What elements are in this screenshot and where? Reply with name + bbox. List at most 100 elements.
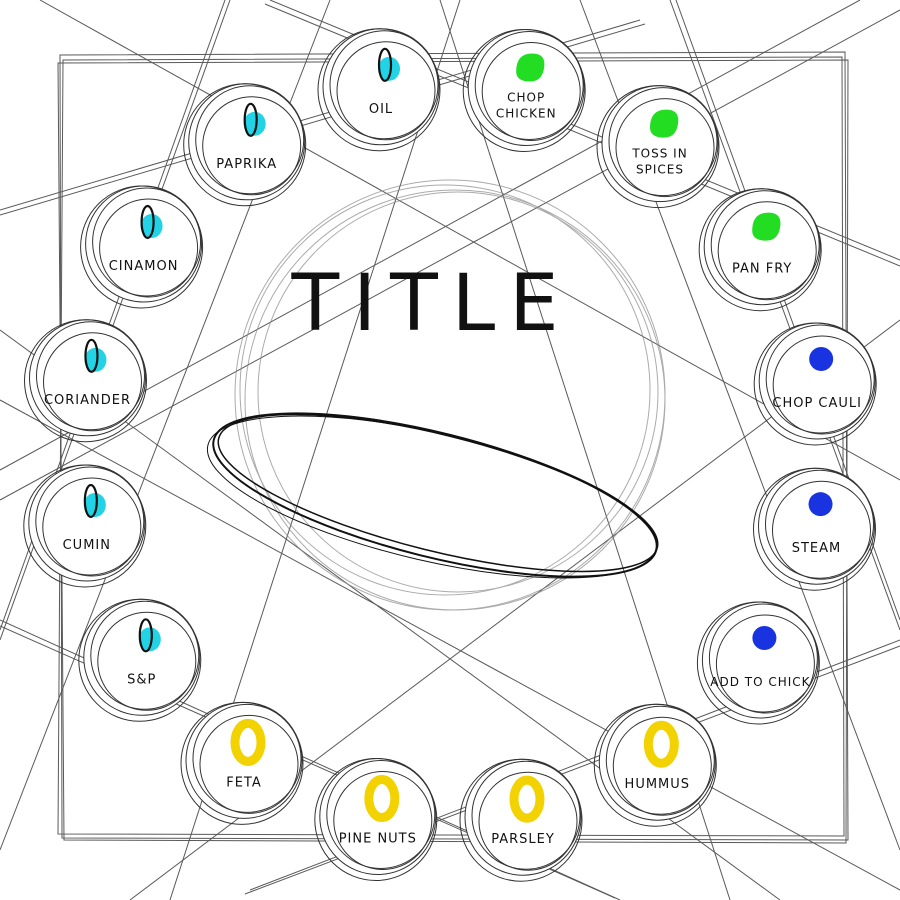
diag-line xyxy=(0,9,900,501)
oval-stroke xyxy=(217,413,659,573)
node-label: CHOP CAULI xyxy=(772,396,862,411)
node-circle xyxy=(326,760,436,869)
yellow-scribble-icon xyxy=(643,720,679,768)
green-blob-icon xyxy=(516,53,545,82)
node-label: PARSLEY xyxy=(491,832,555,847)
frame-square xyxy=(59,51,849,841)
node-circle xyxy=(698,188,822,312)
node-circle xyxy=(317,28,441,152)
center-circle xyxy=(257,191,659,593)
node-circle xyxy=(481,42,581,141)
node-label: CINAMON xyxy=(109,259,179,274)
oval-icon xyxy=(140,204,155,240)
diag-line xyxy=(0,399,900,891)
node-circle xyxy=(180,701,304,825)
frame-square-2 xyxy=(57,56,845,837)
node-circle xyxy=(192,703,302,813)
node-label: CORIANDER xyxy=(44,393,131,408)
node-circle xyxy=(78,598,202,722)
node-circle xyxy=(183,83,307,207)
node-circle xyxy=(715,614,815,714)
node-label: ADD TO CHICK xyxy=(710,675,810,689)
node-circle xyxy=(717,201,817,301)
node-circle xyxy=(24,319,147,443)
node-circle xyxy=(753,467,876,591)
node-label: PINE NUTS xyxy=(339,832,417,847)
node-circle xyxy=(765,469,874,579)
node-label: CUMIN xyxy=(63,538,111,553)
node-label: PAPRIKA xyxy=(216,157,277,172)
ingredient-ring: OIL CHOP CHICKEN TOSS IN SPICES PAN FRY CHOP C… xyxy=(23,28,877,882)
center-circle xyxy=(239,184,651,596)
node-circle xyxy=(772,335,872,435)
node-label: S&P xyxy=(127,672,156,687)
center-oval xyxy=(206,412,659,579)
blue-dot-icon xyxy=(752,626,777,651)
node-label: HUMMUS xyxy=(625,777,691,792)
node-circle xyxy=(459,758,583,882)
node-13: CORIANDER xyxy=(24,319,147,443)
node-label: FETA xyxy=(226,775,262,790)
cyan-dot-icon xyxy=(138,627,161,652)
node-circle xyxy=(202,96,302,196)
oval-icon xyxy=(243,102,258,137)
node-circle xyxy=(608,87,718,197)
node-0: OIL xyxy=(317,28,441,152)
node-label: TOSS IN SPICES xyxy=(631,147,687,177)
node-circle xyxy=(772,480,871,580)
node-circle xyxy=(97,611,197,711)
node-circle xyxy=(23,464,147,588)
node-circle xyxy=(195,85,305,195)
node-15: PAPRIKA xyxy=(183,83,307,207)
node-12: CUMIN xyxy=(23,464,147,588)
node-circle xyxy=(329,30,439,140)
node-circle xyxy=(708,603,818,713)
yellow-scribble-icon xyxy=(230,718,266,766)
node-8: PARSLEY xyxy=(459,758,583,882)
node-circle xyxy=(90,600,200,710)
node-circle xyxy=(474,31,584,140)
node-9: PINE NUTS xyxy=(314,758,438,881)
node-6: ADD TO CHICK xyxy=(696,601,820,725)
node-circle xyxy=(471,760,581,870)
green-blob-icon xyxy=(650,109,679,138)
node-label: STEAM xyxy=(792,541,842,556)
node-circle xyxy=(612,716,712,816)
node-circle xyxy=(42,477,142,577)
node-circle xyxy=(92,187,202,297)
oval-icon xyxy=(377,47,393,82)
oval-icon xyxy=(83,483,98,519)
node-circle xyxy=(753,322,877,446)
node-circle xyxy=(199,714,299,814)
center-circle xyxy=(244,189,666,611)
node-circle xyxy=(710,190,820,300)
node-circle xyxy=(333,771,433,870)
node-circle xyxy=(478,771,578,871)
node-14: CINAMON xyxy=(80,185,204,309)
yellow-scribble-icon xyxy=(364,775,400,823)
node-circle xyxy=(35,466,145,576)
node-circle xyxy=(765,324,875,434)
oval-icon xyxy=(138,618,153,653)
cyan-dot-icon xyxy=(378,56,401,81)
node-label: OIL xyxy=(369,102,393,117)
page-title: TITLE xyxy=(290,259,572,349)
node-circle xyxy=(615,98,715,198)
node-circle xyxy=(605,705,715,815)
node-1: CHOP CHICKEN xyxy=(462,29,586,152)
node-2: TOSS IN SPICES xyxy=(596,85,720,209)
node-5: STEAM xyxy=(753,467,876,591)
node-3: PAN FRY xyxy=(698,188,822,312)
node-4: CHOP CAULI xyxy=(753,322,877,446)
node-11: S&P xyxy=(78,598,202,722)
node-circle xyxy=(43,332,142,432)
cyan-dot-icon xyxy=(243,111,266,136)
node-circle xyxy=(593,703,717,827)
oval-icon xyxy=(84,338,99,373)
green-blob-icon xyxy=(752,212,781,241)
node-circle xyxy=(462,29,586,152)
node-label: PAN FRY xyxy=(732,262,792,277)
node-circle xyxy=(596,85,720,209)
